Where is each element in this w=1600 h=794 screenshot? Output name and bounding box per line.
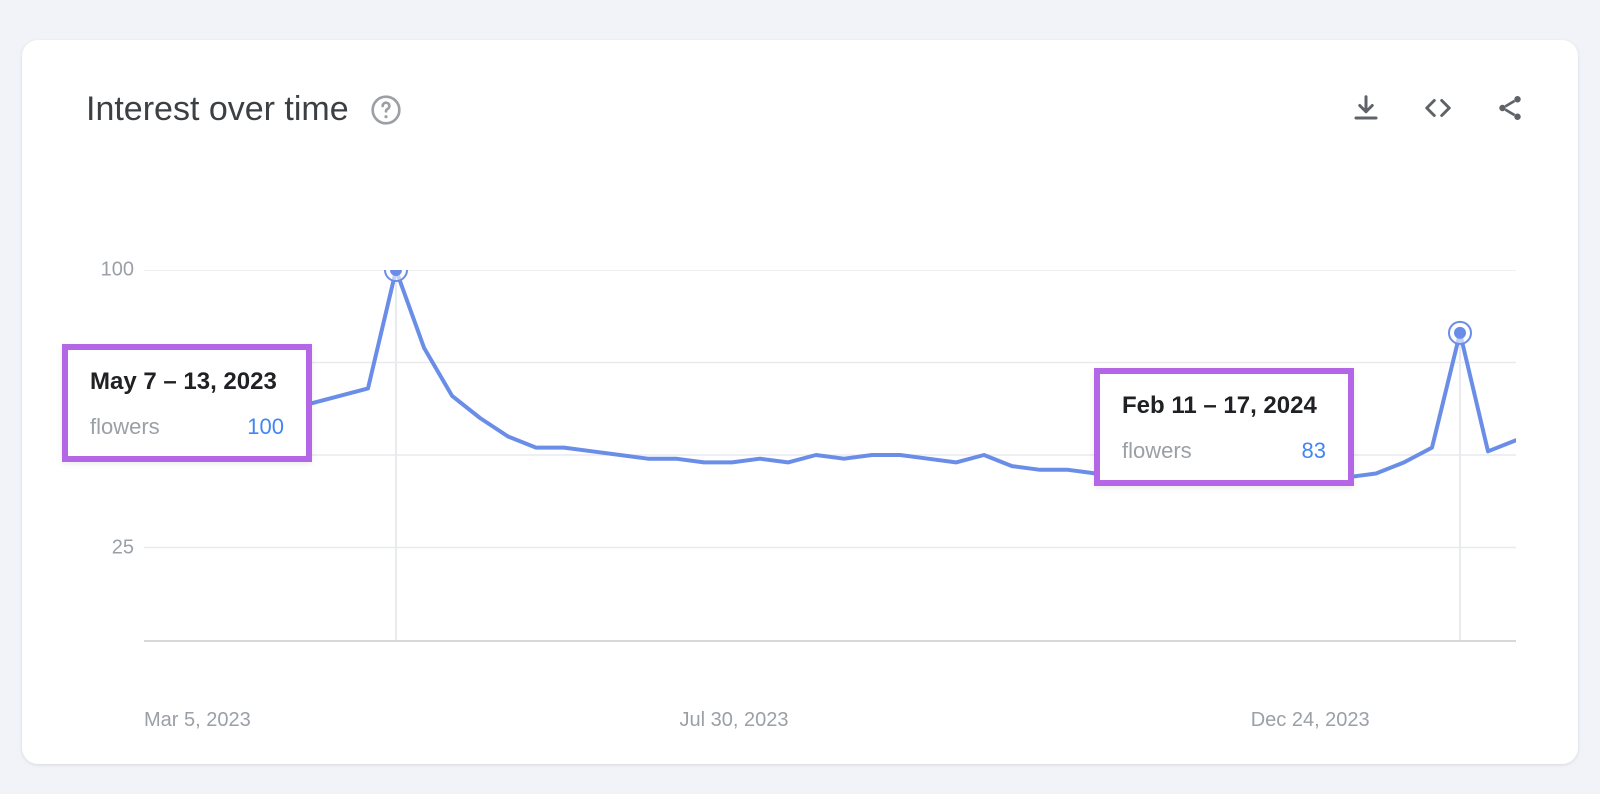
tooltip-value: 100: [247, 414, 284, 440]
tooltip-row: flowers 100: [90, 414, 284, 440]
tooltip-value: 83: [1302, 438, 1326, 464]
peak-marker: [1454, 327, 1466, 339]
tooltip-term: flowers: [1122, 438, 1192, 464]
download-icon[interactable]: [1348, 90, 1384, 126]
tooltip-callout: Feb 11 – 17, 2024 flowers 83: [1094, 368, 1354, 486]
share-icon[interactable]: [1492, 90, 1528, 126]
x-axis-label: Mar 5, 2023: [144, 709, 251, 732]
card-actions: [1348, 90, 1528, 126]
tooltip-date: May 7 – 13, 2023: [90, 368, 284, 396]
y-axis-label: 100: [84, 259, 134, 282]
tooltip-date: Feb 11 – 17, 2024: [1122, 392, 1326, 420]
x-axis-label: Dec 24, 2023: [1251, 709, 1370, 732]
y-axis-label: 25: [84, 536, 134, 559]
card-title: Interest over time: [86, 90, 349, 129]
tooltip-row: flowers 83: [1122, 438, 1326, 464]
card-header: Interest over time: [86, 90, 403, 129]
tooltip-callout: May 7 – 13, 2023 flowers 100: [62, 344, 312, 462]
help-icon[interactable]: [369, 93, 403, 127]
tooltip-term: flowers: [90, 414, 160, 440]
x-axis-label: Jul 30, 2023: [679, 709, 788, 732]
embed-icon[interactable]: [1420, 90, 1456, 126]
